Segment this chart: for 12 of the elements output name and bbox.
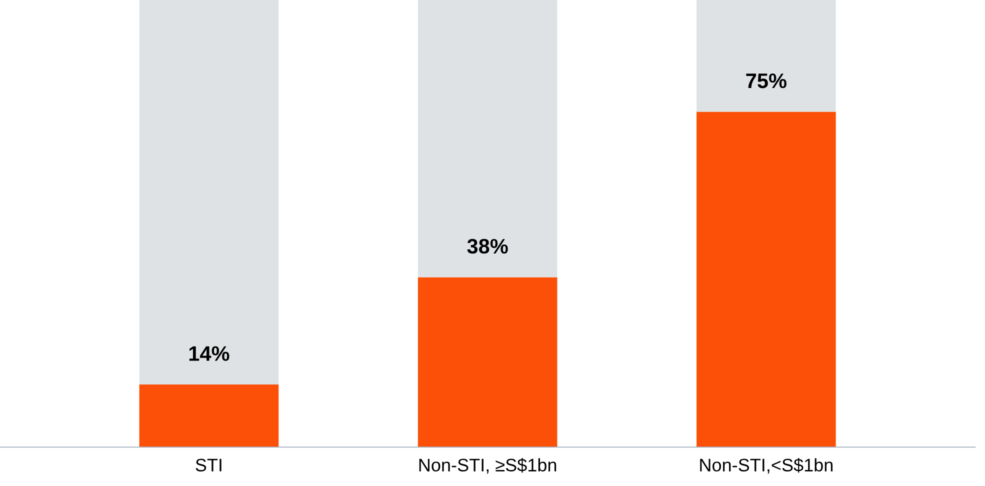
data-label: 38% — [467, 238, 508, 254]
data-label: 14% — [189, 346, 230, 361]
bar — [696, 0, 836, 112]
bar — [139, 0, 279, 385]
bar — [418, 277, 558, 448]
bar — [139, 384, 279, 448]
x-tick-label: Non-STI, ≥S$1bn — [419, 458, 556, 474]
data-label: 75% — [746, 74, 786, 88]
bar — [696, 112, 836, 448]
x-tick-label: STI — [196, 458, 222, 472]
x-tick-label: Non-STI,<S$1bn — [700, 458, 833, 474]
bar — [418, 0, 558, 278]
